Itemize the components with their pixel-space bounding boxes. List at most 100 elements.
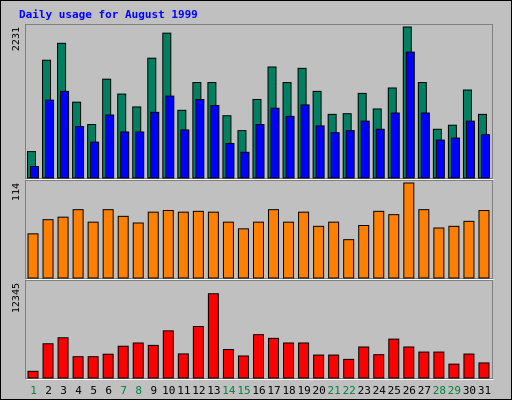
y-axis-labels: 2231 114 12345 bbox=[11, 27, 22, 313]
bar-sites-day-9 bbox=[147, 211, 159, 279]
bar-files-day-23 bbox=[360, 120, 370, 179]
bar-sites-day-15 bbox=[237, 228, 249, 279]
bar-sites-day-1 bbox=[27, 233, 39, 279]
bar-kbytes-day-25 bbox=[388, 338, 400, 379]
bar-files-day-29 bbox=[450, 137, 460, 179]
day-label-11: 11 bbox=[177, 384, 190, 397]
bar-kbytes-day-4 bbox=[72, 356, 84, 379]
bar-kbytes-day-16 bbox=[252, 334, 264, 379]
bar-kbytes-day-8 bbox=[132, 342, 144, 379]
bar-sites-day-2 bbox=[42, 219, 54, 279]
bar-sites-day-27 bbox=[418, 209, 430, 279]
day-label-13: 13 bbox=[207, 384, 220, 397]
bar-files-day-18 bbox=[285, 115, 295, 179]
bar-sites-day-25 bbox=[388, 214, 400, 279]
bar-kbytes-day-29 bbox=[448, 363, 460, 379]
bar-sites-day-4 bbox=[72, 209, 84, 279]
bar-kbytes-day-19 bbox=[298, 342, 310, 379]
day-label-1: 1 bbox=[30, 384, 37, 397]
bar-files-day-11 bbox=[180, 129, 190, 179]
day-label-17: 17 bbox=[267, 384, 280, 397]
bar-sites-day-28 bbox=[433, 227, 445, 279]
bars bbox=[27, 26, 490, 379]
day-label-26: 26 bbox=[403, 384, 416, 397]
bar-files-day-25 bbox=[390, 112, 400, 179]
bar-sites-day-31 bbox=[478, 210, 490, 279]
bar-sites-day-22 bbox=[343, 239, 355, 279]
bar-kbytes-day-30 bbox=[463, 353, 475, 379]
day-label-12: 12 bbox=[192, 384, 205, 397]
bar-kbytes-day-23 bbox=[358, 346, 370, 379]
bar-files-day-16 bbox=[255, 124, 265, 179]
bar-kbytes-day-3 bbox=[57, 337, 69, 379]
day-label-5: 5 bbox=[90, 384, 97, 397]
bar-sites-day-29 bbox=[448, 225, 460, 279]
bar-kbytes-day-6 bbox=[102, 353, 114, 379]
bar-sites-day-21 bbox=[328, 221, 340, 279]
bar-files-day-12 bbox=[195, 98, 205, 179]
bar-files-day-6 bbox=[105, 114, 115, 179]
bar-files-day-5 bbox=[90, 141, 100, 179]
bar-files-day-8 bbox=[135, 131, 145, 179]
bar-sites-day-5 bbox=[87, 221, 99, 279]
day-label-29: 29 bbox=[448, 384, 461, 397]
bar-files-day-1 bbox=[30, 165, 39, 179]
bar-files-day-30 bbox=[465, 120, 475, 179]
bar-files-day-20 bbox=[315, 125, 325, 179]
bar-sites-day-6 bbox=[102, 209, 114, 279]
day-label-3: 3 bbox=[60, 384, 67, 397]
bar-files-day-2 bbox=[45, 99, 55, 179]
bar-kbytes-day-2 bbox=[42, 343, 54, 379]
bar-kbytes-day-13 bbox=[207, 293, 219, 379]
day-label-7: 7 bbox=[120, 384, 127, 397]
bar-sites-day-16 bbox=[252, 221, 264, 279]
bar-kbytes-day-9 bbox=[147, 344, 159, 379]
bar-files-day-9 bbox=[150, 111, 160, 179]
bar-sites-day-30 bbox=[463, 220, 475, 279]
bar-kbytes-day-20 bbox=[313, 354, 325, 379]
bar-sites-day-14 bbox=[222, 221, 234, 279]
bar-sites-day-19 bbox=[298, 211, 310, 279]
bar-kbytes-day-10 bbox=[162, 330, 174, 379]
bar-files-day-15 bbox=[240, 151, 250, 179]
bar-files-day-10 bbox=[165, 95, 175, 179]
bar-kbytes-day-26 bbox=[403, 346, 415, 379]
bar-sites-day-7 bbox=[117, 215, 129, 279]
bar-sites-day-8 bbox=[132, 222, 144, 279]
day-label-21: 21 bbox=[328, 384, 341, 397]
bar-kbytes-day-21 bbox=[328, 354, 340, 379]
day-labels: 1 2 3 4 5 6 7 8 9 10 11 12 13 14 15 16 17 18 19 20 21 22 23 24 2… bbox=[30, 384, 491, 397]
chart-title: Daily usage for August 1999 bbox=[19, 8, 198, 21]
bar-files-day-26 bbox=[405, 51, 415, 179]
bar-files-day-4 bbox=[75, 126, 85, 179]
bar-sites-day-13 bbox=[207, 211, 219, 279]
day-label-8: 8 bbox=[135, 384, 142, 397]
bar-sites-day-10 bbox=[162, 210, 174, 279]
bar-files-day-21 bbox=[330, 132, 340, 179]
bar-files-day-22 bbox=[345, 130, 355, 179]
bar-sites-day-23 bbox=[358, 225, 370, 279]
bar-kbytes-day-27 bbox=[418, 351, 430, 379]
bar-kbytes-day-31 bbox=[478, 362, 490, 379]
ymax-label-bottom: 12345 bbox=[11, 283, 22, 313]
bar-sites-day-18 bbox=[283, 221, 295, 279]
bar-kbytes-day-18 bbox=[283, 342, 295, 379]
bar-files-day-19 bbox=[300, 104, 310, 179]
day-label-28: 28 bbox=[433, 384, 446, 397]
bar-sites-day-26 bbox=[403, 182, 415, 279]
bar-files-day-13 bbox=[210, 105, 220, 179]
bar-files-day-31 bbox=[480, 134, 490, 179]
bar-kbytes-day-24 bbox=[373, 354, 385, 379]
bar-sites-day-11 bbox=[177, 211, 189, 279]
day-label-27: 27 bbox=[418, 384, 431, 397]
bar-files-day-28 bbox=[435, 139, 445, 179]
ymax-label-top: 2231 bbox=[11, 27, 22, 51]
day-label-25: 25 bbox=[388, 384, 401, 397]
day-label-20: 20 bbox=[313, 384, 326, 397]
bar-kbytes-day-1 bbox=[27, 370, 39, 379]
bar-sites-day-12 bbox=[192, 210, 204, 279]
bar-kbytes-day-11 bbox=[177, 353, 189, 379]
bar-kbytes-day-22 bbox=[343, 358, 355, 379]
day-label-10: 10 bbox=[162, 384, 175, 397]
